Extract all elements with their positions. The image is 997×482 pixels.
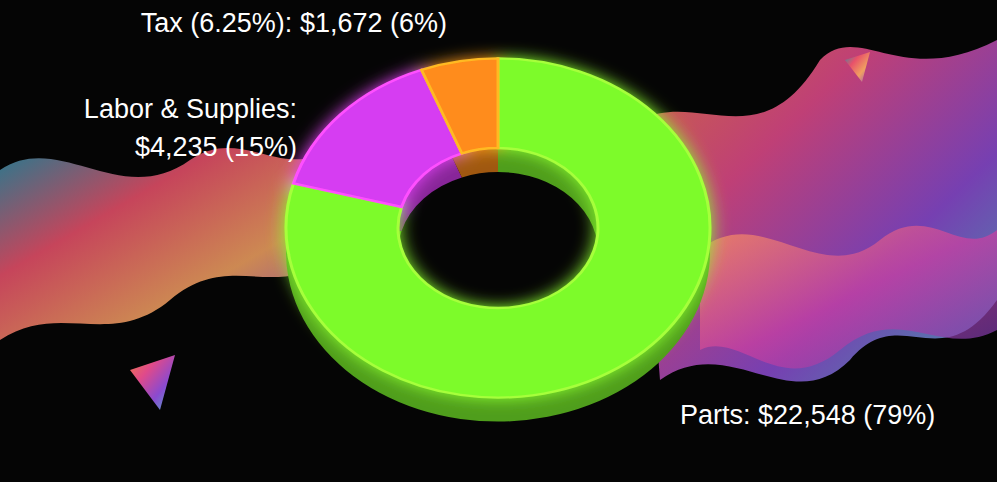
value-label: $4,235 (15%) — [135, 132, 297, 162]
background-wave — [0, 148, 330, 340]
value-label: $22,548 (79%) — [758, 400, 935, 430]
data-labels: Parts:$22,548 (79%) Labor & Supplies: $4,2… — [84, 8, 935, 430]
value-label: $1,672 (6%) — [300, 8, 447, 38]
category-label: Parts: — [680, 400, 751, 430]
chart: Parts:$22,548 (79%) Labor & Supplies: $4,2… — [0, 0, 997, 482]
background-shape — [130, 355, 175, 410]
data-label: Labor & Supplies: $4,235 (15%) — [84, 94, 297, 162]
category-label: Tax (6.25%): — [141, 8, 293, 38]
background — [0, 0, 997, 482]
ring — [286, 58, 710, 397]
plot-area — [286, 58, 710, 421]
background-shape — [845, 52, 870, 82]
data-label: Parts:$22,548 (79%) — [680, 400, 935, 430]
data-label: Tax (6.25%):$1,672 (6%) — [141, 8, 447, 38]
category-label: Labor & Supplies: — [84, 94, 297, 124]
background-wave — [700, 226, 997, 369]
background-fill — [0, 0, 997, 482]
slice — [286, 58, 710, 397]
slice — [421, 58, 498, 153]
